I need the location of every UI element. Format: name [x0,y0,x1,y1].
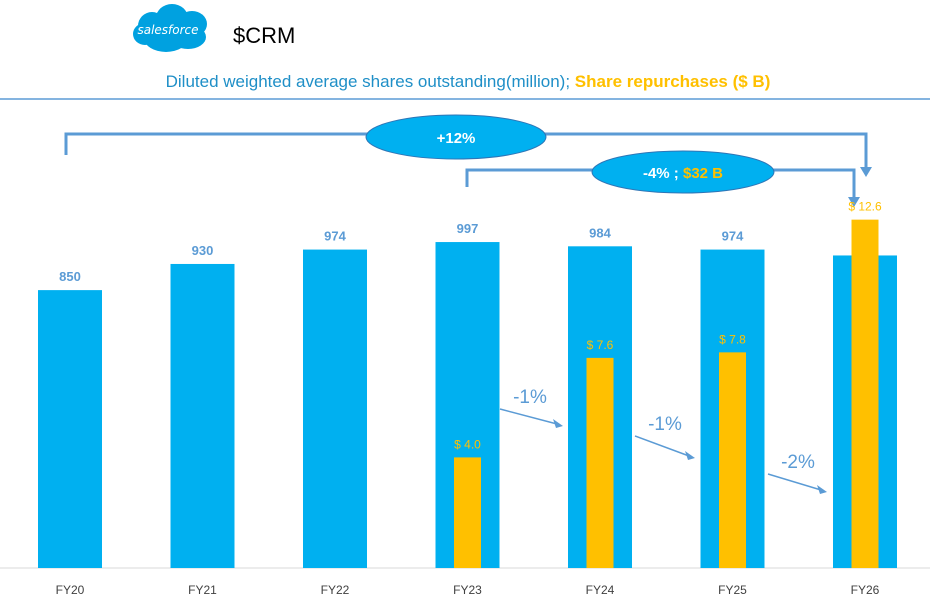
yoy-arrow [634,435,690,457]
recent-change-amount: $32 B [683,165,723,182]
x-tick-label: FY24 [586,583,615,597]
recent-change-prefix: -4% ; [643,165,683,182]
yoy-annotations: -1% -1% -2% [499,387,827,494]
shares-value-label: 974 [722,229,744,244]
subtitle-shares: Diluted weighted average shares outstand… [166,72,575,91]
yoy-change-label: -2% [781,452,815,473]
repurchase-value-label: $ 7.8 [719,332,746,346]
yoy-arrowhead [685,451,695,460]
x-tick-label: FY21 [188,583,217,597]
recent-bracket-arrowhead [848,197,860,207]
x-tick-label: FY23 [453,583,482,597]
shares-value-label: 997 [457,221,479,236]
recent-change-bubble [591,150,775,194]
bars-layer: 850 FY20 930 FY21 974 FY22 997 $ 4.0 FY23 984 $ 7.… [38,200,897,597]
subtitle-repurchases: Share repurchases ($ B) [575,72,771,91]
yoy-arrowhead [817,485,827,494]
shares-value-label: 984 [589,225,611,240]
chart-subtitle: Diluted weighted average shares outstand… [166,72,771,91]
shares-value-label: 974 [324,229,346,244]
repurchase-bar [454,457,481,568]
repurchase-value-label: $ 7.6 [587,338,614,352]
ticker-title: $CRM [233,23,295,48]
x-tick-label: FY22 [321,583,350,597]
repurchase-bar [851,219,879,568]
total-change-label: +12% [437,130,476,147]
shares-bar [303,249,367,569]
x-tick-label: FY26 [851,583,880,597]
logo-text: salesforce [137,23,198,37]
bracket-arrowhead [860,167,872,177]
yoy-change-label: -1% [648,414,682,435]
yoy-arrow [767,473,822,491]
total-change-bubble [365,114,547,160]
shares-bar [38,290,102,568]
shares-bar [170,263,235,568]
salesforce-logo: salesforce [133,4,207,52]
repurchase-value-label: $ 4.0 [454,437,481,451]
shares-value-label: 850 [59,269,81,284]
x-tick-label: FY25 [718,583,747,597]
yoy-arrowhead [553,419,563,428]
repurchase-value-label: $ 12.6 [848,200,882,214]
yoy-change-label: -1% [513,387,547,408]
shares-value-label: 930 [192,243,214,258]
repurchase-bar [719,352,746,568]
yoy-arrow [499,408,558,425]
repurchase-bar [586,357,614,568]
recent-change-label: -4% ; $32 B [643,165,723,182]
x-tick-label: FY20 [56,583,85,597]
